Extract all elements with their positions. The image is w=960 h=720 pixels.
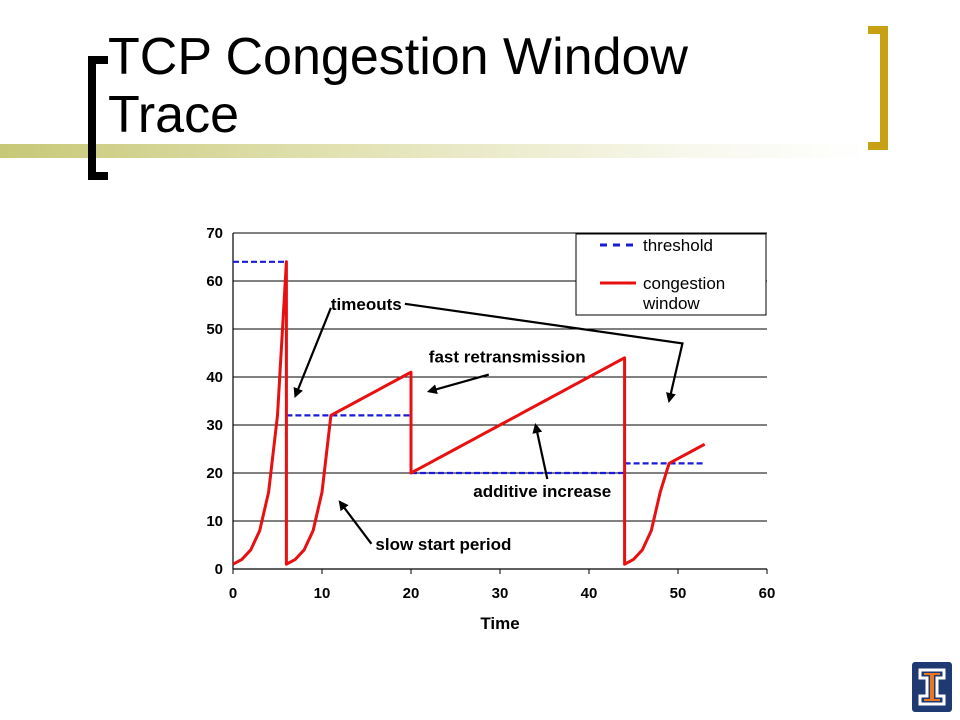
right-bracket-decoration [868, 26, 888, 150]
y-tick-label-30: 30 [206, 417, 223, 434]
annotations: timeouts fast retransmission additive incr… [293, 295, 684, 554]
left-bracket-decoration [88, 56, 108, 180]
annotation-fast-retransmission: fast retransmission [429, 348, 586, 367]
y-tick-label-40: 40 [206, 369, 223, 386]
x-tick-label-30: 30 [492, 585, 509, 602]
legend-box [575, 233, 767, 316]
annotation-arrow-timeouts-1 [404, 302, 684, 403]
series-lines [233, 260, 706, 566]
annotation-arrow-slow-start-period-0 [338, 500, 373, 545]
legend-label-threshold: threshold [643, 236, 713, 255]
x-tick-label-40: 40 [581, 585, 598, 602]
annotation-additive-increase: additive increase [473, 482, 611, 501]
y-tick-label-50: 50 [206, 321, 223, 338]
legend-label-line-2: window [642, 294, 700, 313]
title-underline-bar [0, 144, 870, 158]
y-tick-label-60: 60 [206, 273, 223, 290]
congestion-window-line [233, 260, 706, 566]
university-logo [912, 662, 952, 712]
block-i-logo-icon [918, 668, 946, 706]
slide-title: TCP Congestion Window Trace [108, 28, 688, 144]
x-tick-label-60: 60 [759, 585, 776, 602]
tick-labels: 0 10 20 30 40 50 60 70 0 10 20 30 40 50 60 [206, 225, 775, 602]
annotation-slow-start-period: slow start period [375, 535, 511, 554]
x-tick-label-20: 20 [403, 585, 420, 602]
y-tick-label-0: 0 [215, 561, 223, 578]
x-tick-label-0: 0 [229, 585, 237, 602]
annotation-arrow-additive-increase-0 [532, 423, 549, 480]
x-tick-label-50: 50 [670, 585, 687, 602]
x-axis-label: Time [480, 614, 519, 633]
y-tick-label-70: 70 [206, 225, 223, 242]
y-tick-label-10: 10 [206, 513, 223, 530]
legend-label-line-1: congestion [643, 274, 725, 293]
annotation-arrow-fast-retransmission-0 [426, 373, 490, 395]
annotation-arrow-timeouts-0 [293, 307, 332, 399]
legend: threshold congestion window [575, 233, 767, 316]
annotation-timeouts: timeouts [331, 295, 402, 314]
y-tick-label-20: 20 [206, 465, 223, 482]
axes [232, 233, 768, 574]
legend-label-congestion-window: congestion window [642, 274, 730, 313]
x-tick-label-10: 10 [314, 585, 331, 602]
